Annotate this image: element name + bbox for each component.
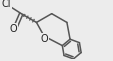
Text: Cl: Cl xyxy=(1,0,11,9)
Text: O: O xyxy=(10,24,17,34)
Text: O: O xyxy=(40,34,47,44)
